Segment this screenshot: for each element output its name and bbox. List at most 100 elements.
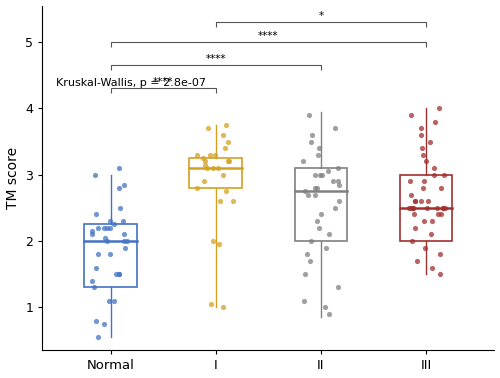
Point: [116, 205, 124, 211]
Point: [114, 165, 122, 171]
Point: [315, 225, 323, 231]
Point: [413, 258, 421, 264]
Point: [417, 125, 425, 131]
Point: [100, 235, 108, 241]
Point: [318, 172, 326, 178]
Point: [221, 145, 229, 151]
Text: ****: ****: [258, 31, 278, 41]
Point: [406, 205, 413, 211]
Point: [411, 225, 419, 231]
Point: [106, 225, 114, 231]
Point: [418, 152, 426, 158]
Point: [120, 238, 128, 244]
Point: [424, 198, 432, 204]
Point: [308, 132, 316, 138]
Point: [408, 192, 416, 198]
Point: [418, 145, 426, 151]
Point: [420, 218, 428, 224]
Point: [312, 192, 320, 198]
Point: [436, 251, 444, 257]
Point: [436, 211, 444, 217]
Point: [219, 304, 227, 310]
Point: [216, 198, 224, 204]
Point: [214, 165, 222, 171]
Point: [334, 181, 342, 187]
Point: [304, 251, 312, 257]
Bar: [84, 225, 137, 287]
Point: [88, 278, 96, 284]
Point: [104, 225, 112, 231]
Point: [440, 172, 448, 178]
Point: [306, 258, 314, 264]
Point: [105, 297, 113, 304]
Point: [123, 238, 131, 244]
Point: [204, 125, 212, 131]
Point: [435, 105, 443, 112]
Point: [316, 211, 324, 217]
Point: [326, 311, 334, 317]
Point: [118, 218, 126, 224]
Point: [211, 152, 219, 158]
Point: [215, 241, 223, 247]
Point: [316, 172, 324, 178]
Point: [313, 218, 321, 224]
Point: [226, 158, 234, 164]
Point: [409, 205, 417, 211]
Point: [434, 211, 442, 217]
Point: [209, 238, 217, 244]
Text: ****: ****: [206, 54, 226, 64]
Point: [106, 218, 114, 224]
Point: [219, 172, 227, 178]
Point: [334, 178, 342, 184]
Point: [94, 225, 102, 231]
Point: [426, 138, 434, 144]
Point: [90, 284, 98, 290]
Point: [206, 152, 214, 158]
Point: [313, 185, 321, 191]
Point: [428, 218, 436, 224]
Point: [120, 181, 128, 187]
Point: [411, 198, 419, 204]
Point: [420, 185, 428, 191]
Point: [92, 211, 100, 217]
Point: [88, 231, 96, 237]
Point: [106, 251, 114, 257]
Point: [110, 222, 118, 228]
Point: [115, 271, 123, 277]
Point: [308, 238, 316, 244]
Point: [193, 185, 201, 191]
Point: [310, 185, 318, 191]
Point: [92, 265, 100, 271]
Point: [432, 119, 440, 125]
Point: [308, 138, 316, 144]
Point: [200, 178, 208, 184]
Text: ****: ****: [153, 77, 174, 87]
Point: [203, 165, 211, 171]
Point: [120, 231, 128, 237]
Point: [92, 318, 100, 324]
Point: [325, 231, 333, 237]
Point: [422, 205, 430, 211]
Point: [222, 122, 230, 128]
Point: [201, 162, 209, 168]
Point: [322, 245, 330, 251]
Point: [103, 238, 111, 244]
Point: [301, 188, 309, 194]
Point: [428, 265, 436, 271]
Point: [220, 132, 228, 138]
Point: [208, 301, 216, 307]
Point: [312, 172, 320, 178]
Point: [332, 205, 340, 211]
Point: [224, 158, 232, 164]
Bar: [294, 168, 347, 241]
Point: [193, 152, 201, 158]
Point: [200, 158, 208, 164]
Point: [224, 138, 232, 144]
Point: [409, 205, 417, 211]
Point: [315, 145, 323, 151]
Point: [91, 172, 99, 178]
Point: [110, 297, 118, 304]
Point: [334, 165, 342, 171]
Point: [440, 205, 448, 211]
Point: [314, 152, 322, 158]
